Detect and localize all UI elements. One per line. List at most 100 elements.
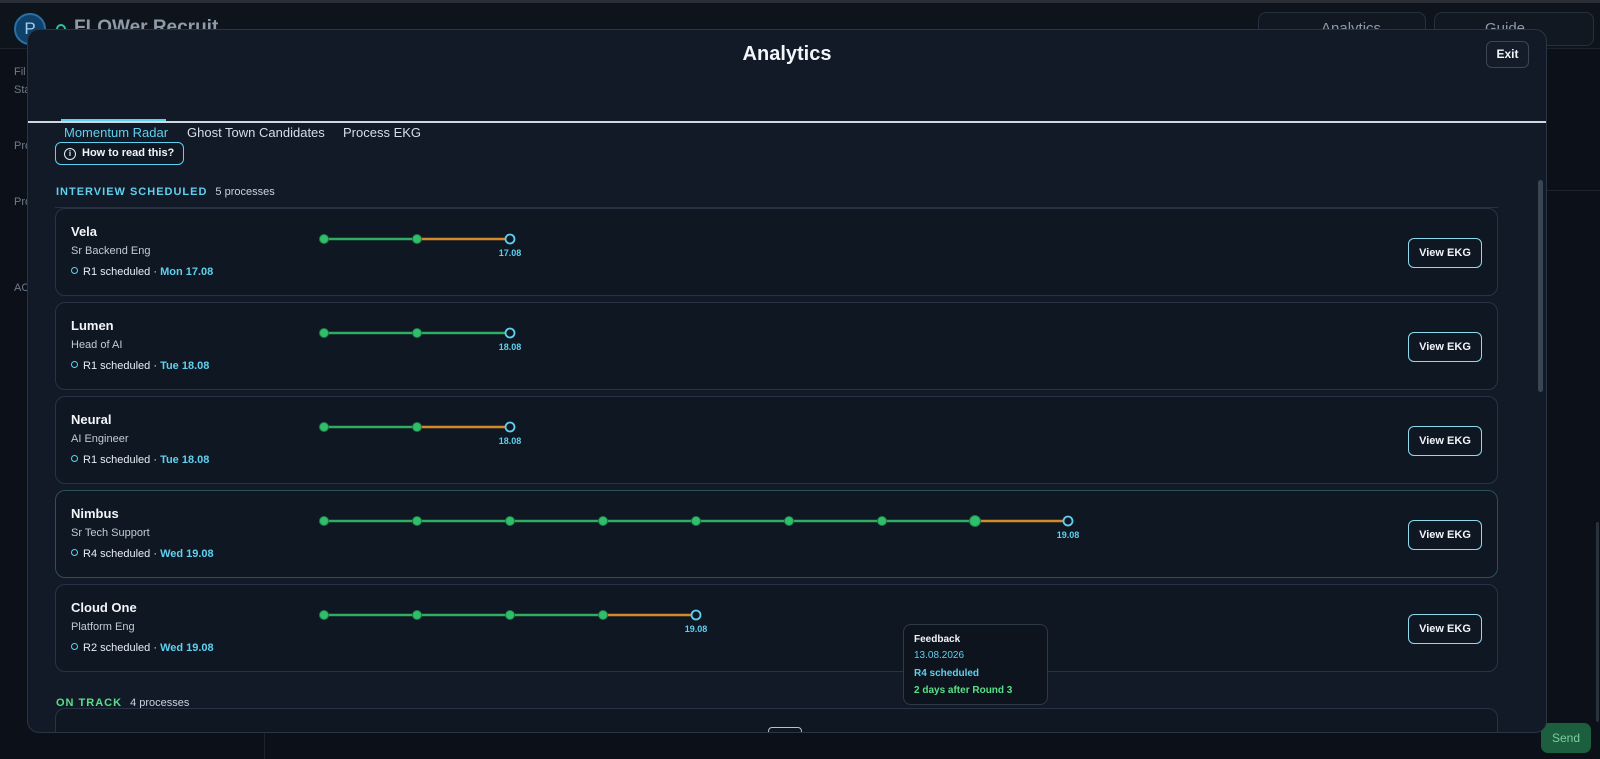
status-date: Wed 19.08	[160, 548, 214, 560]
status-date: Tue 18.08	[160, 454, 210, 466]
process-card[interactable]: 19.08 Cloud One Platform Eng R2 scheduled ·…	[55, 584, 1498, 672]
process-card[interactable]: 19.08 Nimbus Sr Tech Support R4 scheduled ·…	[55, 490, 1498, 578]
timeline-step-dot[interactable]	[412, 610, 422, 620]
section-count: 4 processes	[130, 697, 190, 709]
process-status: R4 scheduled · Wed 19.08	[71, 548, 214, 560]
timeline-next-date: 17.08	[499, 248, 522, 258]
process-name: Vela	[71, 224, 98, 239]
view-ekg-button[interactable]: View EKG	[1408, 332, 1482, 362]
section-interview-scheduled: INTERVIEW SCHEDULED 5 processes	[56, 186, 275, 198]
status-date: Mon 17.08	[160, 266, 214, 278]
process-role: Platform Eng	[71, 621, 135, 633]
timeline-tooltip: Feedback 13.08.2026 R4 scheduled 2 days …	[903, 624, 1048, 705]
section-count: 5 processes	[215, 186, 275, 198]
resize-handle-icon[interactable]	[768, 727, 802, 732]
process-card[interactable]: 17.08 Vela Sr Backend Eng R1 scheduled · Mo…	[55, 208, 1498, 296]
timeline-step-dot[interactable]	[969, 515, 981, 527]
timeline-step-dot[interactable]	[319, 516, 329, 526]
process-status: R1 scheduled · Tue 18.08	[71, 360, 209, 372]
process-status: R2 scheduled · Wed 19.08	[71, 642, 214, 654]
section-on-track: ON TRACK 4 processes	[56, 697, 189, 709]
sidebar-label: AC	[14, 282, 30, 294]
tab-momentum-radar[interactable]: Momentum Radar	[64, 125, 169, 140]
timeline-step-dot[interactable]	[505, 516, 515, 526]
status-dot-icon	[71, 361, 78, 368]
process-name: Lumen	[71, 318, 114, 333]
active-tab-indicator	[61, 119, 166, 121]
tab-bar: Momentum Radar Ghost Town Candidates Pro…	[28, 89, 1546, 153]
process-role: Head of AI	[71, 339, 123, 351]
timeline-step-dot[interactable]	[412, 422, 422, 432]
momentum-timeline: 17.08	[319, 233, 522, 258]
process-name: Neural	[71, 412, 112, 427]
status-dot-icon	[71, 267, 78, 274]
timeline-next-step-dot[interactable]	[1062, 515, 1074, 527]
process-status: R1 scheduled · Mon 17.08	[71, 266, 213, 278]
status-text: R1 scheduled ·	[83, 266, 157, 278]
tooltip-status: R4 scheduled	[914, 668, 980, 679]
timeline-next-step-dot[interactable]	[690, 609, 702, 621]
modal-scrollbar[interactable]	[1538, 180, 1543, 392]
momentum-timeline: 19.08	[319, 515, 1079, 540]
process-role: Sr Backend Eng	[71, 245, 151, 257]
timeline-next-step-dot[interactable]	[504, 421, 516, 433]
timeline-step-dot[interactable]	[319, 234, 329, 244]
timeline-next-step-dot[interactable]	[504, 327, 516, 339]
timeline-step-dot[interactable]	[412, 516, 422, 526]
timeline-next-date: 18.08	[499, 342, 522, 352]
background-scrollbar[interactable]	[1596, 522, 1599, 722]
status-date: Wed 19.08	[160, 642, 214, 654]
view-ekg-button[interactable]: View EKG	[1408, 614, 1482, 644]
timeline-step-dot[interactable]	[877, 516, 887, 526]
tab-process-ekg[interactable]: Process EKG	[343, 125, 422, 140]
timeline-step-dot[interactable]	[412, 234, 422, 244]
status-dot-icon	[71, 549, 78, 556]
process-card[interactable]: 18.08 Neural AI Engineer R1 scheduled · Tue…	[55, 396, 1498, 484]
view-ekg-button[interactable]: View EKG	[1408, 426, 1482, 456]
section-title: INTERVIEW SCHEDULED	[56, 186, 208, 198]
momentum-timeline: 18.08	[319, 421, 522, 446]
timeline-next-date: 19.08	[685, 624, 708, 634]
section-title: ON TRACK	[56, 697, 123, 709]
momentum-timeline: 19.08	[319, 609, 708, 634]
status-text: R1 scheduled ·	[83, 454, 157, 466]
send-button[interactable]: Send	[1541, 723, 1591, 753]
timeline-step-dot[interactable]	[319, 422, 329, 432]
exit-button[interactable]: Exit	[1486, 41, 1529, 68]
section-divider	[55, 207, 1498, 208]
tab-ghost-town-candidates[interactable]: Ghost Town Candidates	[187, 125, 325, 140]
how-to-read-label: How to read this?	[82, 147, 175, 159]
timeline-step-dot[interactable]	[784, 516, 794, 526]
momentum-radar-panel: i How to read this? INTERVIEW SCHEDULED 5…	[28, 123, 1546, 732]
timeline-step-dot[interactable]	[505, 610, 515, 620]
timeline-step-dot[interactable]	[319, 328, 329, 338]
timeline-next-step-dot[interactable]	[504, 233, 516, 245]
tabs-divider	[28, 121, 1546, 123]
timeline-step-dot[interactable]	[691, 516, 701, 526]
modal-title: Analytics	[742, 43, 832, 65]
timeline-step-dot[interactable]	[598, 516, 608, 526]
timeline-next-date: 18.08	[499, 436, 522, 446]
status-date: Tue 18.08	[160, 360, 210, 372]
process-name: Nimbus	[71, 506, 119, 521]
list-item[interactable]	[55, 708, 1498, 732]
view-ekg-button[interactable]: View EKG	[1408, 520, 1482, 550]
process-status: R1 scheduled · Tue 18.08	[71, 454, 209, 466]
status-dot-icon	[71, 455, 78, 462]
status-text: R1 scheduled ·	[83, 360, 157, 372]
momentum-timeline: 18.08	[319, 327, 522, 352]
window-top-border	[0, 0, 1600, 3]
timeline-step-dot[interactable]	[412, 328, 422, 338]
view-ekg-button[interactable]: View EKG	[1408, 238, 1482, 268]
sidebar-label: Fil	[14, 66, 26, 78]
process-name: Cloud One	[71, 600, 137, 615]
timeline-step-dot[interactable]	[598, 610, 608, 620]
process-card[interactable]: 18.08 Lumen Head of AI R1 scheduled · Tue 1…	[55, 302, 1498, 390]
sidebar-label: Sta	[14, 84, 31, 96]
tooltip-date: 13.08.2026	[914, 650, 965, 661]
process-role: Sr Tech Support	[71, 527, 150, 539]
timeline-step-dot[interactable]	[319, 610, 329, 620]
status-text: R2 scheduled ·	[83, 642, 157, 654]
how-to-read-button[interactable]: i How to read this?	[55, 142, 185, 165]
tooltip-note: 2 days after Round 3	[914, 685, 1013, 696]
